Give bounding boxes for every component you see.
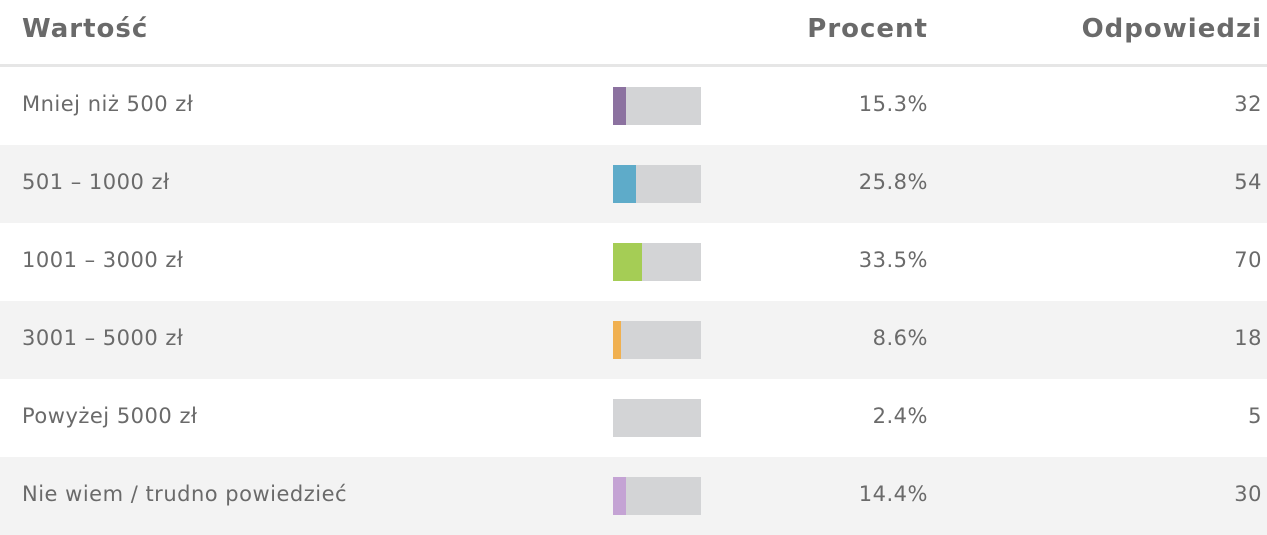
row-count: 54 [1234, 170, 1262, 194]
header-label: Wartość [22, 14, 149, 44]
row-percent: 33.5% [858, 248, 928, 272]
bar-track [613, 477, 701, 515]
bar-track [613, 165, 701, 203]
row-percent: 15.3% [858, 92, 928, 116]
bar-fill [613, 87, 627, 125]
bar-track [613, 87, 701, 125]
bar-track [613, 243, 701, 281]
row-label: Powyżej 5000 zł [22, 404, 198, 428]
row-count: 5 [1248, 404, 1262, 428]
row-label: 501 – 1000 zł [22, 170, 170, 194]
bar-fill [613, 165, 636, 203]
bar-track [613, 321, 701, 359]
row: Powyżej 5000 zł 2.4% 5 [0, 379, 1267, 457]
row-percent: 25.8% [858, 170, 928, 194]
row: 501 – 1000 zł 25.8% 54 [0, 145, 1267, 223]
row: Nie wiem / trudno powiedzieć 14.4% 30 [0, 457, 1267, 535]
bar-fill [613, 243, 643, 281]
row: 3001 – 5000 zł 8.6% 18 [0, 301, 1267, 379]
bar-fill [613, 399, 616, 437]
row: Mniej niż 500 zł 15.3% 32 [0, 67, 1267, 145]
header-percent: Procent [807, 14, 928, 44]
bar-track [613, 399, 701, 437]
row-percent: 2.4% [872, 404, 928, 428]
header-count: Odpowiedzi [1081, 14, 1262, 44]
bar-fill [613, 321, 621, 359]
row-percent: 8.6% [872, 326, 928, 350]
row-count: 18 [1234, 326, 1262, 350]
row-label: Nie wiem / trudno powiedzieć [22, 482, 348, 506]
row-percent: 14.4% [858, 482, 928, 506]
row-count: 30 [1234, 482, 1262, 506]
header: Wartość Procent Odpowiedzi [0, 0, 1267, 67]
row-count: 32 [1234, 92, 1262, 116]
row-count: 70 [1234, 248, 1262, 272]
row: 1001 – 3000 zł 33.5% 70 [0, 223, 1267, 301]
row-label: 1001 – 3000 zł [22, 248, 184, 272]
row-label: Mniej niż 500 zł [22, 92, 194, 116]
bar-fill [613, 477, 626, 515]
row-label: 3001 – 5000 zł [22, 326, 184, 350]
